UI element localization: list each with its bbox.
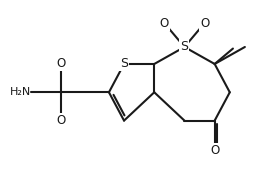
Text: H₂N: H₂N (10, 87, 31, 97)
Text: O: O (57, 57, 66, 71)
Text: O: O (200, 17, 209, 30)
Text: S: S (180, 40, 188, 53)
Text: O: O (210, 144, 219, 157)
Text: O: O (57, 114, 66, 127)
Text: O: O (160, 17, 169, 30)
Text: S: S (120, 57, 128, 71)
